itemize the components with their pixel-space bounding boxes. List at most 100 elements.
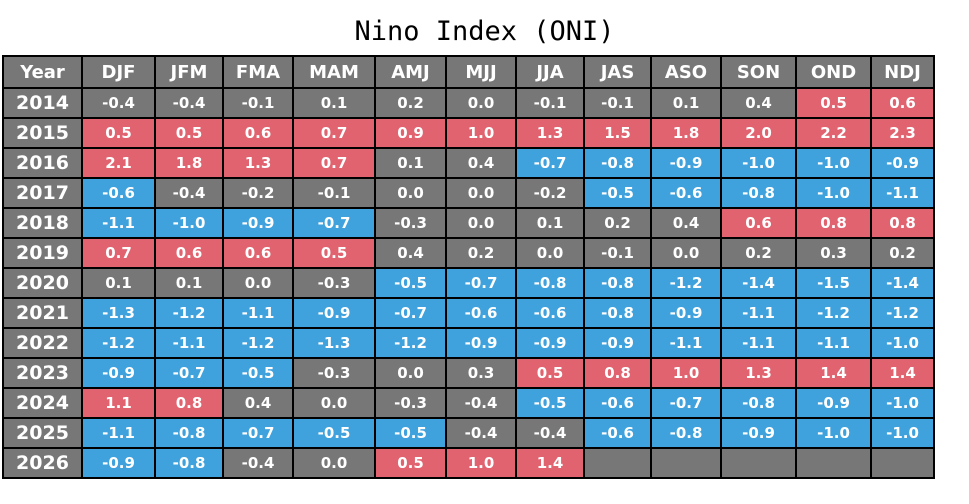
oni-value-cell-cool: -1.2 bbox=[81, 327, 156, 359]
oni-value-cell-cool: -0.8 bbox=[583, 147, 652, 179]
column-header-ond: OND bbox=[795, 55, 872, 89]
oni-value-cell-neutral: -0.4 bbox=[222, 447, 294, 479]
oni-value-cell-warm: 2.2 bbox=[795, 117, 872, 149]
column-header-year: Year bbox=[2, 55, 83, 89]
oni-value-cell-cool: -0.7 bbox=[445, 267, 517, 299]
empty-cell bbox=[720, 447, 797, 479]
oni-value-cell-warm: 0.8 bbox=[870, 207, 935, 239]
oni-value-cell-neutral: 0.1 bbox=[154, 267, 224, 299]
table-row: 2019 0.7 0.6 0.6 0.5 0.4 0.2 0.0 -0.1 0.0 0.2 0.3 0.… bbox=[2, 237, 935, 269]
oni-value-cell-warm: 0.9 bbox=[374, 117, 447, 149]
oni-value-cell-cool: -0.8 bbox=[154, 447, 224, 479]
table-row: 2014 -0.4 -0.4 -0.1 0.1 0.2 0.0 -0.1 -0.1 0.1 0.4 0… bbox=[2, 87, 935, 119]
oni-value-cell-warm: 0.5 bbox=[154, 117, 224, 149]
year-cell: 2016 bbox=[2, 147, 83, 179]
oni-value-cell-cool: -0.5 bbox=[583, 177, 652, 209]
empty-cell bbox=[870, 447, 935, 479]
year-cell: 2017 bbox=[2, 177, 83, 209]
column-header-djf: DJF bbox=[81, 55, 156, 89]
oni-value-cell-neutral: -0.4 bbox=[445, 417, 517, 449]
oni-value-cell-cool: -0.9 bbox=[445, 327, 517, 359]
oni-value-cell-warm: 0.7 bbox=[292, 117, 376, 149]
oni-value-cell-cool: -1.1 bbox=[720, 327, 797, 359]
oni-value-cell-neutral: -0.3 bbox=[374, 387, 447, 419]
oni-value-cell-warm: 1.4 bbox=[795, 357, 872, 389]
oni-value-cell-cool: -0.7 bbox=[374, 297, 447, 329]
year-cell: 2018 bbox=[2, 207, 83, 239]
oni-value-cell-neutral: -0.3 bbox=[292, 357, 376, 389]
oni-value-cell-warm: 1.5 bbox=[583, 117, 652, 149]
oni-value-cell-cool: -1.1 bbox=[81, 207, 156, 239]
oni-value-cell-neutral: -0.3 bbox=[292, 267, 376, 299]
column-header-ndj: NDJ bbox=[870, 55, 935, 89]
oni-value-cell-warm: 0.8 bbox=[795, 207, 872, 239]
oni-value-cell-cool: -0.9 bbox=[515, 327, 585, 359]
column-header-jfm: JFM bbox=[154, 55, 224, 89]
oni-value-cell-cool: -0.8 bbox=[154, 417, 224, 449]
oni-value-cell-neutral: -0.4 bbox=[154, 177, 224, 209]
header-row: Year DJF JFM FMA MAM AMJ MJJ JJA JAS ASO SON OND NDJ bbox=[2, 55, 935, 89]
oni-value-cell-warm: 1.0 bbox=[650, 357, 722, 389]
oni-value-cell-cool: -0.9 bbox=[81, 447, 156, 479]
oni-value-cell-neutral: 0.1 bbox=[515, 207, 585, 239]
oni-value-cell-cool: -0.7 bbox=[154, 357, 224, 389]
oni-value-cell-cool: -1.3 bbox=[292, 327, 376, 359]
oni-value-cell-cool: -1.2 bbox=[650, 267, 722, 299]
oni-value-cell-neutral: 0.3 bbox=[795, 237, 872, 269]
oni-value-cell-cool: -0.6 bbox=[650, 177, 722, 209]
oni-value-cell-cool: -1.0 bbox=[870, 327, 935, 359]
oni-value-cell-warm: 1.0 bbox=[445, 117, 517, 149]
oni-value-cell-cool: -0.9 bbox=[583, 327, 652, 359]
year-cell: 2026 bbox=[2, 447, 83, 479]
oni-value-cell-cool: -1.4 bbox=[720, 267, 797, 299]
oni-value-cell-neutral: -0.1 bbox=[583, 87, 652, 119]
oni-value-cell-warm: 1.3 bbox=[515, 117, 585, 149]
year-cell: 2019 bbox=[2, 237, 83, 269]
oni-value-cell-cool: -1.1 bbox=[650, 327, 722, 359]
oni-value-cell-neutral: 0.4 bbox=[650, 207, 722, 239]
oni-value-cell-cool: -0.9 bbox=[292, 297, 376, 329]
oni-value-cell-warm: 1.4 bbox=[870, 357, 935, 389]
oni-value-cell-neutral: 0.0 bbox=[374, 177, 447, 209]
column-header-mam: MAM bbox=[292, 55, 376, 89]
oni-value-cell-cool: -1.2 bbox=[374, 327, 447, 359]
oni-value-cell-neutral: 0.2 bbox=[720, 237, 797, 269]
oni-value-cell-cool: -0.9 bbox=[720, 417, 797, 449]
year-cell: 2023 bbox=[2, 357, 83, 389]
oni-value-cell-warm: 1.4 bbox=[515, 447, 585, 479]
oni-value-cell-neutral: -0.2 bbox=[515, 177, 585, 209]
oni-value-cell-neutral: 0.1 bbox=[374, 147, 447, 179]
oni-value-cell-neutral: -0.3 bbox=[374, 207, 447, 239]
chart-title: Nino Index (ONI) bbox=[354, 16, 615, 47]
oni-value-cell-cool: -0.5 bbox=[374, 417, 447, 449]
table-row: 2025 -1.1 -0.8 -0.7 -0.5 -0.5 -0.4 -0.4 -0.6 -0.8… bbox=[2, 417, 935, 449]
oni-value-cell-cool: -0.5 bbox=[292, 417, 376, 449]
oni-value-cell-warm: 0.5 bbox=[292, 237, 376, 269]
oni-value-cell-warm: 0.5 bbox=[795, 87, 872, 119]
oni-value-cell-cool: -1.0 bbox=[795, 147, 872, 179]
year-cell: 2015 bbox=[2, 117, 83, 149]
table-body: 2014 -0.4 -0.4 -0.1 0.1 0.2 0.0 -0.1 -0.1 0.1 0.4 0… bbox=[2, 87, 935, 479]
year-cell: 2014 bbox=[2, 87, 83, 119]
oni-value-cell-neutral: 0.0 bbox=[445, 207, 517, 239]
oni-value-cell-cool: -0.9 bbox=[795, 387, 872, 419]
oni-value-cell-neutral: 0.2 bbox=[583, 207, 652, 239]
oni-value-cell-cool: -1.0 bbox=[870, 387, 935, 419]
oni-value-cell-neutral: 0.2 bbox=[870, 237, 935, 269]
oni-value-cell-cool: -1.0 bbox=[720, 147, 797, 179]
oni-value-cell-cool: -0.6 bbox=[583, 417, 652, 449]
oni-value-cell-neutral: 0.1 bbox=[81, 267, 156, 299]
table-row: 2018 -1.1 -1.0 -0.9 -0.7 -0.3 0.0 0.1 0.2 0.4 0.6 0… bbox=[2, 207, 935, 239]
oni-value-cell-cool: -1.2 bbox=[222, 327, 294, 359]
oni-value-cell-cool: -0.8 bbox=[583, 297, 652, 329]
column-header-jja: JJA bbox=[515, 55, 585, 89]
year-cell: 2024 bbox=[2, 387, 83, 419]
oni-value-cell-cool: -0.9 bbox=[650, 297, 722, 329]
oni-value-cell-warm: 0.7 bbox=[81, 237, 156, 269]
oni-value-cell-cool: -0.7 bbox=[515, 147, 585, 179]
table-row: 2023 -0.9 -0.7 -0.5 -0.3 0.0 0.3 0.5 0.8 1.0 1.3 1.… bbox=[2, 357, 935, 389]
oni-value-cell-neutral: -0.4 bbox=[81, 87, 156, 119]
oni-value-cell-neutral: 0.0 bbox=[650, 237, 722, 269]
oni-value-cell-cool: -0.8 bbox=[720, 177, 797, 209]
oni-value-cell-neutral: 0.4 bbox=[374, 237, 447, 269]
